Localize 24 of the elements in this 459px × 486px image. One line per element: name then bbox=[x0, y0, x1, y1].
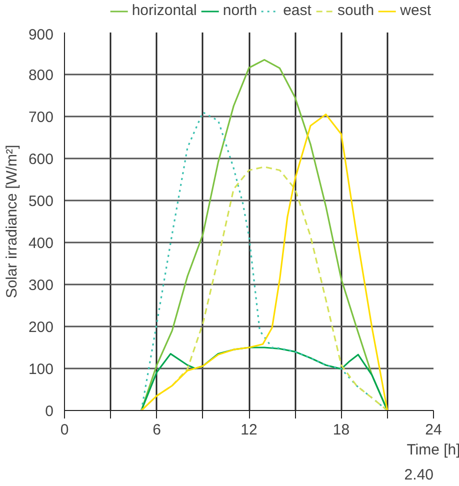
x-tick-label: 24 bbox=[425, 422, 442, 438]
legend-label: west bbox=[400, 2, 431, 19]
legend-label: north bbox=[222, 2, 258, 19]
legend-label: horizontal bbox=[132, 2, 197, 19]
x-tick-label: 12 bbox=[240, 422, 258, 438]
x-tick-label: 18 bbox=[332, 422, 350, 438]
y-tick-label: 900 bbox=[28, 26, 54, 44]
y-tick-label: 0 bbox=[45, 403, 54, 420]
text: 2.40 bbox=[404, 466, 434, 484]
x-tick-label: 0 bbox=[60, 422, 69, 438]
line-series bbox=[140, 346, 388, 410]
y-tick-label: 600 bbox=[28, 151, 54, 168]
x-tick-label: 6 bbox=[152, 422, 161, 438]
legend-label: south bbox=[337, 2, 374, 19]
y-tick-label: 100 bbox=[28, 361, 54, 378]
legend-label: east bbox=[283, 2, 312, 19]
y-tick-label: 300 bbox=[28, 277, 54, 294]
x-axis-title: Time [h] bbox=[406, 442, 459, 458]
y-tick-label: 700 bbox=[28, 109, 54, 126]
y-tick-label: 500 bbox=[28, 193, 54, 210]
y-tick-label: 800 bbox=[28, 67, 54, 84]
y-axis-title: Solar irradiance [W/m²] bbox=[3, 144, 20, 298]
y-tick-label: 400 bbox=[28, 235, 54, 252]
y-tick-label: 200 bbox=[28, 319, 54, 336]
